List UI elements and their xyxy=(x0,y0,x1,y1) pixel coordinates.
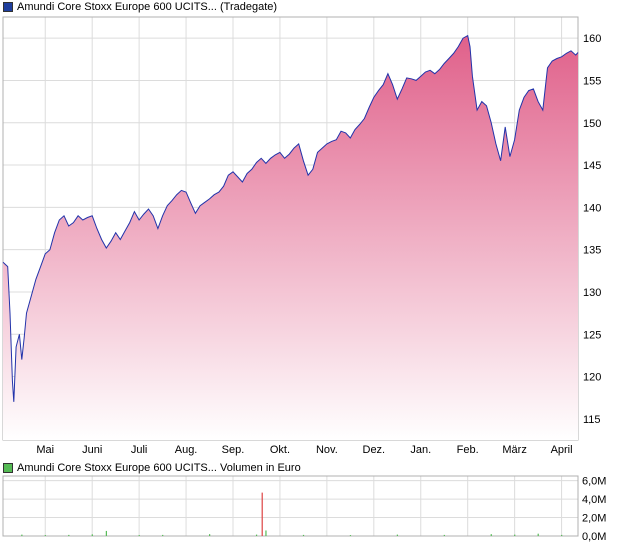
price-y-tick-label: 140 xyxy=(583,202,601,214)
volume-legend-label: Amundi Core Stoxx Europe 600 UCITS... Vo… xyxy=(17,462,301,474)
price-x-tick-label: Aug. xyxy=(175,444,198,456)
price-area-fill xyxy=(3,35,578,440)
price-y-tick-label: 160 xyxy=(583,33,601,45)
price-chart-legend: Amundi Core Stoxx Europe 600 UCITS... (T… xyxy=(3,0,277,14)
price-x-tick-label: Okt. xyxy=(270,444,290,456)
volume-bar xyxy=(91,534,93,536)
price-x-tick-label: Sep. xyxy=(222,444,245,456)
volume-bar xyxy=(537,533,539,536)
price-y-tick-label: 125 xyxy=(583,329,601,341)
price-x-tick-label: Mai xyxy=(36,444,54,456)
price-x-tick-label: Nov. xyxy=(316,444,338,456)
volume-y-tick-label: 2,0M xyxy=(582,513,606,525)
volume-chart-legend: Amundi Core Stoxx Europe 600 UCITS... Vo… xyxy=(3,461,301,475)
volume-bar xyxy=(349,535,352,536)
price-line xyxy=(2,34,579,402)
price-y-tick-label: 155 xyxy=(583,75,601,87)
price-x-tick-label: Feb. xyxy=(457,444,479,456)
volume-bar xyxy=(105,530,107,536)
price-x-tick-label: Juni xyxy=(82,444,102,456)
price-x-tick-label: März xyxy=(502,444,526,456)
volume-bar xyxy=(162,534,164,536)
price-legend-swatch xyxy=(3,2,13,12)
price-y-tick-label: 115 xyxy=(583,414,601,426)
price-chart: 115 120 125 130 135 140 145 150 155 160 Mai Juni Ju… xyxy=(2,16,601,456)
volume-grid xyxy=(3,476,578,537)
volume-y-tick-label: 6,0M xyxy=(582,476,606,488)
volume-bar xyxy=(209,534,211,536)
price-x-tick-label: Juli xyxy=(131,444,148,456)
price-y-tick-label: 130 xyxy=(583,287,601,299)
volume-bar xyxy=(255,534,258,536)
price-x-tick-label: April xyxy=(551,444,573,456)
volume-bar xyxy=(490,534,492,536)
volume-y-axis: 0,0M 2,0M 4,0M 6,0M xyxy=(582,476,606,543)
volume-legend-swatch xyxy=(3,463,13,473)
price-y-tick-label: 145 xyxy=(583,160,601,172)
price-y-tick-label: 120 xyxy=(583,372,601,384)
volume-bar xyxy=(44,535,46,536)
volume-bar xyxy=(396,534,398,536)
volume-y-tick-label: 4,0M xyxy=(582,494,606,506)
volume-bar xyxy=(261,492,263,536)
volume-bar xyxy=(21,534,23,536)
volume-bar xyxy=(561,534,563,536)
price-x-tick-label: Jan. xyxy=(410,444,431,456)
volume-y-tick-label: 0,0M xyxy=(582,531,606,543)
price-x-tick-label: Dez. xyxy=(363,444,386,456)
price-y-axis: 115 120 125 130 135 140 145 150 155 160 xyxy=(583,33,601,426)
volume-bar xyxy=(265,530,267,536)
volume-bar xyxy=(514,534,516,536)
price-y-tick-label: 135 xyxy=(583,245,601,257)
volume-bar xyxy=(302,534,305,536)
volume-bar xyxy=(443,534,445,536)
volume-bars xyxy=(21,492,563,536)
price-legend-label: Amundi Core Stoxx Europe 600 UCITS... (T… xyxy=(17,1,278,13)
price-y-tick-label: 150 xyxy=(583,118,601,130)
volume-plot-frame xyxy=(2,475,579,537)
volume-bar xyxy=(68,534,70,536)
price-x-axis: Mai Juni Juli Aug. Sep. Okt. Nov. Dez. Jan. Feb. M… xyxy=(36,444,572,456)
volume-bar xyxy=(138,535,140,536)
